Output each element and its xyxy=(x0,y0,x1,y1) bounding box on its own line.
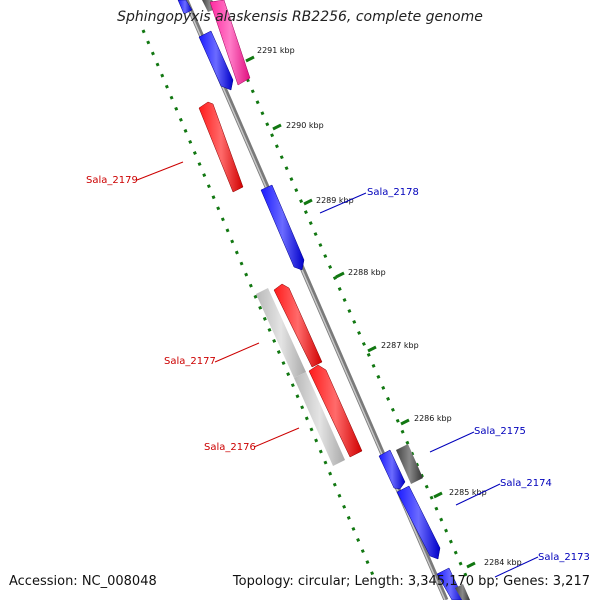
scale-label-2286: 2286 kbp xyxy=(414,414,452,423)
scale-label-2288: 2288 kbp xyxy=(348,268,386,277)
label-sala-2177[interactable]: Sala_2177 xyxy=(164,356,216,367)
label-sala-2173[interactable]: Sala_2173 xyxy=(538,552,590,563)
scale-label-2284: 2284 kbp xyxy=(484,558,522,567)
gene-sala-2174[interactable] xyxy=(396,485,441,560)
label-sala-2178[interactable]: Sala_2178 xyxy=(367,187,419,198)
scale-label-2285: 2285 kbp xyxy=(449,488,487,497)
scale-labels: 2291 kbp 2290 kbp 2289 kbp 2288 kbp 2287… xyxy=(257,46,522,567)
feature-bottom-dark[interactable] xyxy=(455,584,470,600)
scale-ticks xyxy=(245,55,476,569)
scale-label-2290: 2290 kbp xyxy=(286,121,324,130)
accession-text: Accession: NC_008048 xyxy=(9,574,157,589)
gene-sala-2173[interactable] xyxy=(436,567,465,600)
outer-ruler xyxy=(226,34,472,586)
feature-dark-2175[interactable] xyxy=(396,444,423,484)
feature-gray-2177[interactable] xyxy=(256,288,306,378)
gene-sala-2175[interactable] xyxy=(378,449,406,490)
gene-sala-2176[interactable] xyxy=(308,364,363,458)
scale-label-2291: 2291 kbp xyxy=(257,46,295,55)
gene-sala-2177[interactable] xyxy=(273,283,323,368)
label-sala-2174[interactable]: Sala_2174 xyxy=(500,478,552,489)
map-title: Sphingopyxis alaskensis RB2256, complete… xyxy=(117,9,483,25)
label-sala-2179[interactable]: Sala_2179 xyxy=(86,175,138,186)
gene-labels: Sala_2179 Sala_2178 Sala_2177 Sala_2176 … xyxy=(86,175,590,563)
gene-blue-upper[interactable] xyxy=(198,30,234,91)
genome-summary-text: Topology: circular; Length: 3,345,170 bp… xyxy=(232,574,590,589)
scale-label-2287: 2287 kbp xyxy=(381,341,419,350)
label-sala-2176[interactable]: Sala_2176 xyxy=(204,442,256,453)
inner-ruler xyxy=(141,29,377,581)
label-sala-2175[interactable]: Sala_2175 xyxy=(474,426,526,437)
feature-gray-2176[interactable] xyxy=(294,372,345,466)
gene-sala-2179[interactable] xyxy=(198,101,244,193)
gene-features xyxy=(177,0,470,600)
gene-pink[interactable] xyxy=(209,0,251,86)
scale-label-2289: 2289 kbp xyxy=(316,196,354,205)
gene-sala-2178[interactable] xyxy=(260,184,305,271)
label-leaders xyxy=(136,161,539,578)
gene-top-blue[interactable] xyxy=(177,0,193,15)
